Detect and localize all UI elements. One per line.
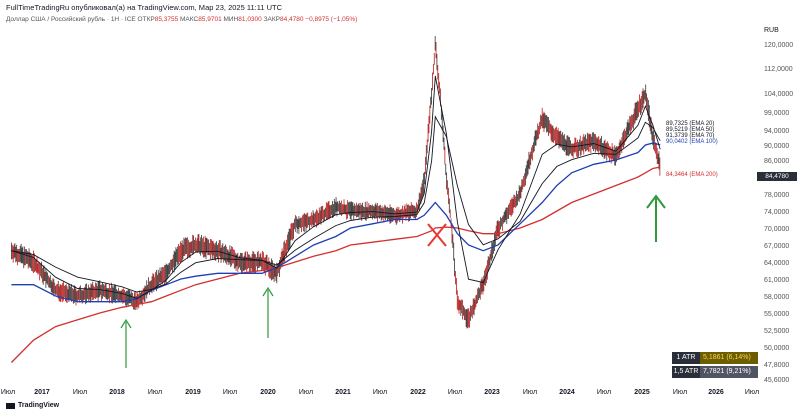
brand-name: TradingView [18, 402, 60, 409]
time-tick-label: 2019 [185, 389, 201, 396]
price-tick-label: 104,0000 [764, 91, 793, 98]
price-chart[interactable]: 120,0000 112,0000 104,0000 99,0000 94,0000 90… [0, 10, 800, 410]
time-tick-label: Июл [448, 389, 462, 396]
atr-label: 1 ATR [672, 352, 700, 364]
ema-line [10, 166, 661, 363]
chart-area[interactable]: 120,0000 112,0000 104,0000 99,0000 94,0000 90… [0, 10, 800, 410]
price-tick-label: 120,0000 [764, 42, 793, 49]
price-tick-label: 47,8000 [764, 362, 789, 369]
arrow-up-icon [262, 286, 274, 338]
atr-value: 5,1861 (6,14%) [700, 352, 758, 364]
cross-mark-icon [427, 223, 447, 247]
short-ema-line [11, 75, 661, 299]
time-tick-label: 2025 [634, 389, 650, 396]
change-value: −0,8975 (−1,05%) [305, 16, 358, 23]
time-tick-label: 2017 [34, 389, 50, 396]
current-price-tag: 84,4780 [757, 172, 797, 182]
tradingview-logo[interactable]: TradingView [6, 402, 59, 409]
short-ema-line [11, 115, 661, 293]
price-tick-label: 74,0000 [764, 209, 789, 216]
ema-value-label: 84,3464 (EMA 200) [666, 172, 718, 178]
ema-value-label: 91,3739 (EMA 70) [666, 133, 714, 139]
time-tick-label: Июл [597, 389, 611, 396]
close-label: ЗАКР [263, 16, 280, 23]
ema-lines [10, 75, 661, 363]
time-tick-label: Июл [299, 389, 313, 396]
time-tick-label: Июл [223, 389, 237, 396]
candles [10, 36, 661, 329]
time-tick-label: 2024 [559, 389, 575, 396]
price-tick-label: 112,0000 [764, 66, 793, 73]
atr-row-2: 1,5 ATR 7,7821 (9,21%) [672, 366, 758, 378]
time-tick-label: 2018 [109, 389, 125, 396]
tradingview-icon [6, 402, 15, 409]
price-tick-label: 64,0000 [764, 260, 789, 267]
price-tick-label: 78,0000 [764, 192, 789, 199]
high-value: 85,9701 [198, 16, 222, 23]
time-tick-label: 2023 [484, 389, 500, 396]
price-tick-label: 45,6000 [764, 377, 789, 384]
time-tick-label: 2020 [260, 389, 276, 396]
symbol-name: Доллар США / Российский рубль · 1Н · ICE [6, 16, 136, 23]
currency-label: RUB [764, 27, 779, 34]
atr-value: 7,7821 (9,21%) [700, 366, 758, 378]
price-tick-label: 52,5000 [764, 328, 789, 335]
arrow-up-icon [120, 318, 132, 368]
atr-label: 1,5 ATR [672, 366, 700, 378]
ema-value-label: 89,5219 (EMA 50) [666, 127, 714, 133]
annotations [120, 194, 666, 368]
time-tick-label: 2021 [335, 389, 351, 396]
atr-row-1: 1 ATR 5,1861 (6,14%) [672, 352, 758, 364]
open-label: ОТКР [137, 16, 155, 23]
price-tick-label: 86,0000 [764, 158, 789, 165]
ema-line [11, 142, 661, 303]
time-tick-label: Июл [673, 389, 687, 396]
time-tick-label: Июл [523, 389, 537, 396]
price-tick-label: 58,0000 [764, 294, 789, 301]
time-tick-label: Июл [73, 389, 87, 396]
open-value: 85,3755 [154, 16, 179, 23]
low-value: 81,0300 [238, 16, 262, 23]
time-axis: Июл 2017 Июл 2018 Июл 2019 Июл 2020 Июл 2021 Июл 20… [1, 389, 759, 396]
price-tick-label: 50,0000 [764, 345, 789, 352]
price-tick-label: 90,0000 [764, 143, 789, 150]
price-tick-label: 61,0000 [764, 277, 789, 284]
ema-labels: 89,7325 (EMA 20)89,5219 (EMA 50)91,3739 … [666, 121, 718, 178]
price-axis: 120,0000 112,0000 104,0000 99,0000 94,0000 90… [764, 42, 793, 384]
time-tick-label: Июл [1, 389, 15, 396]
time-tick-label: Июл [745, 389, 759, 396]
close-value: 84,4780 [279, 16, 304, 23]
price-tick-label: 99,0000 [764, 110, 789, 117]
time-tick-label: 2026 [708, 389, 724, 396]
time-tick-label: Июл [373, 389, 387, 396]
price-tick-label: 67,0000 [764, 243, 789, 250]
ema-value-label: 90,0402 (EMA 100) [666, 139, 718, 145]
price-tick-label: 55,0000 [764, 311, 789, 318]
time-tick-label: 2022 [410, 389, 426, 396]
arrow-up-icon [646, 194, 666, 242]
high-label: МАКС [180, 16, 199, 23]
time-tick-label: Июл [148, 389, 162, 396]
ema-value-label: 89,7325 (EMA 20) [666, 121, 714, 127]
symbol-legend: Доллар США / Российский рубль · 1Н · ICE… [6, 16, 357, 23]
publication-caption: FullTimeTradingRu опубликовал(а) на Trad… [6, 3, 282, 12]
low-label: МИН [223, 16, 239, 23]
price-tick-label: 94,0000 [764, 128, 789, 135]
price-tick-label: 70,0000 [764, 226, 789, 233]
